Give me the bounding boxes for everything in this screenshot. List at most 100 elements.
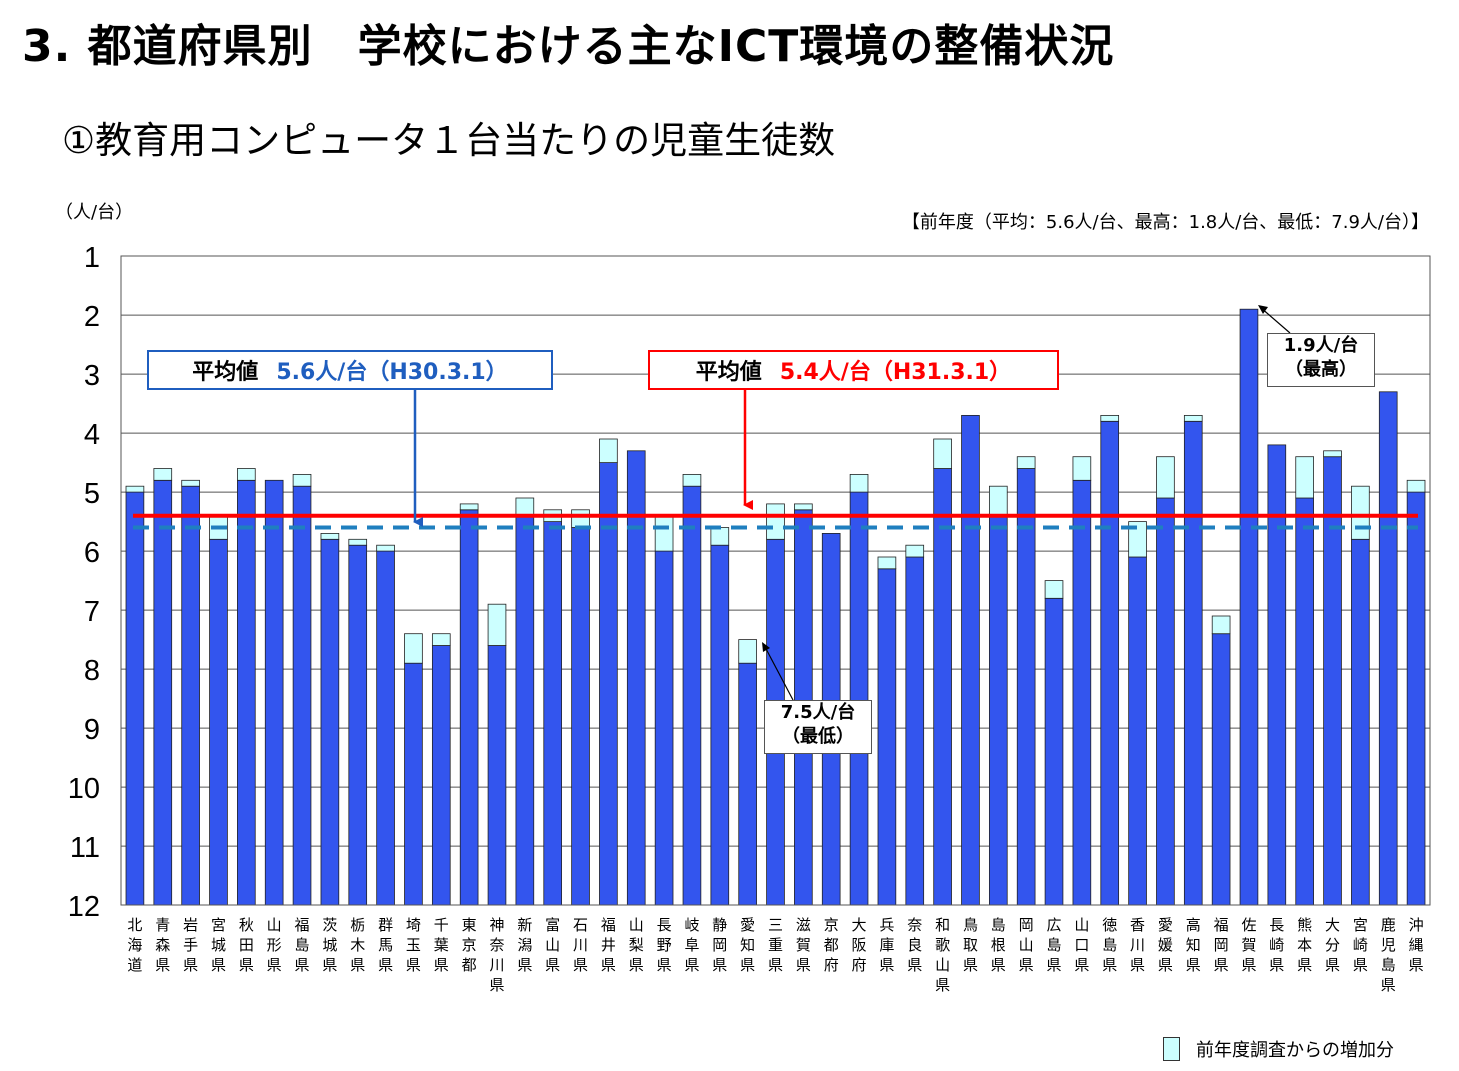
h30-average-label: 平均値 <box>192 360 259 385</box>
x-tick-label: 北海道 <box>127 916 142 974</box>
x-tick-label: 埼玉県 <box>406 916 421 974</box>
x-tick-label: 福島県 <box>295 916 310 974</box>
bar <box>877 568 897 906</box>
bar <box>515 515 535 906</box>
h30-average-callout: 平均値 5.6人/台（H30.3.1） <box>147 350 553 390</box>
bar <box>933 468 952 906</box>
legend-label: 前年度調査からの増加分 <box>1196 1040 1394 1061</box>
bar <box>988 515 1008 906</box>
min-note-arrow <box>763 644 794 701</box>
min-note-arrowhead <box>762 642 770 652</box>
x-tick-label: 兵庫県 <box>879 916 894 974</box>
x-tick-label: 東京都 <box>462 916 477 974</box>
increase-segment <box>1100 414 1120 422</box>
legend: 前年度調査からの増加分 <box>1163 1036 1394 1062</box>
increase-segment <box>1016 456 1036 469</box>
x-tick-label: 奈良県 <box>907 916 922 974</box>
bar <box>710 544 730 906</box>
bar <box>1351 538 1370 906</box>
bar <box>1156 497 1175 906</box>
x-tick-label: 熊本県 <box>1297 916 1312 974</box>
bar <box>626 450 646 906</box>
x-tick-label: 岩手県 <box>183 916 198 974</box>
increase-segment <box>849 473 869 493</box>
bar <box>1323 456 1342 906</box>
bar <box>404 662 423 906</box>
x-tick-label: 和歌山県 <box>935 916 950 994</box>
bar <box>1378 391 1398 906</box>
increase-segment <box>404 633 423 664</box>
min-value-note: 7.5人/台 （最低） <box>764 700 872 754</box>
y-tick-label: 3 <box>84 360 100 392</box>
bar <box>292 485 312 906</box>
bar <box>1044 597 1064 906</box>
x-tick-label: 新潟県 <box>517 916 532 974</box>
x-tick-label: 長野県 <box>657 916 672 974</box>
x-tick-label: 神奈川県 <box>489 916 504 994</box>
bar <box>1100 420 1120 906</box>
increase-segment <box>738 639 757 664</box>
x-tick-label: 山梨県 <box>629 916 644 974</box>
chart-subtitle: ①教育用コンピュータ１台当たりの児童生徒数 <box>62 119 836 162</box>
x-tick-label: 秋田県 <box>239 916 254 974</box>
bar <box>153 479 173 906</box>
x-tick-label: 山形県 <box>267 916 282 974</box>
x-tick-label: 岡山県 <box>1019 916 1034 974</box>
increase-segment <box>1183 414 1203 422</box>
bar <box>682 485 702 906</box>
previous-year-summary: 【前年度（平均：5.6人/台、最高：1.8人/台、最低：7.9人/台）】 <box>901 212 1429 233</box>
x-tick-labels: 北海道青森県岩手県宮城県秋田県山形県福島県茨城県栃木県群馬県埼玉県千葉県東京都神… <box>127 916 1423 994</box>
increase-segment <box>1295 456 1314 499</box>
bar <box>905 556 925 906</box>
x-tick-label: 群馬県 <box>378 916 393 974</box>
x-tick-label: 宮城県 <box>211 916 226 974</box>
h30-average-value: 5.6人/台（H30.3.1） <box>276 360 508 385</box>
y-tick-label: 4 <box>84 419 100 451</box>
y-tick-label: 11 <box>70 832 100 864</box>
bar <box>1183 420 1203 906</box>
bar <box>348 544 368 906</box>
increase-segment <box>682 473 702 487</box>
x-tick-label: 香川県 <box>1130 916 1145 974</box>
increase-segment <box>320 533 340 540</box>
increase-segment <box>1351 485 1370 540</box>
max-value-note: 1.9人/台 （最高） <box>1267 333 1375 387</box>
increase-segment <box>905 544 925 558</box>
x-tick-label: 徳島県 <box>1102 916 1117 974</box>
bar <box>571 527 590 906</box>
bar <box>487 645 507 906</box>
increase-segment <box>125 485 145 493</box>
bar <box>459 509 479 906</box>
increase-segment <box>376 544 395 552</box>
bar <box>125 491 145 906</box>
legend-swatch <box>1163 1037 1180 1061</box>
y-axis-unit-label: （人/台） <box>55 202 134 223</box>
y-tick-label: 10 <box>68 773 100 805</box>
bar <box>1295 497 1314 906</box>
bar <box>237 479 256 906</box>
y-tick-label: 12 <box>68 891 100 923</box>
bar <box>1239 308 1259 906</box>
increase-segment <box>877 556 897 570</box>
increase-segment <box>1211 615 1231 635</box>
increase-segment <box>710 527 730 546</box>
increase-segment <box>1323 450 1342 458</box>
min-note-label: （最低） <box>782 726 854 747</box>
bar <box>1406 491 1426 906</box>
y-tick-label: 6 <box>84 537 100 569</box>
bar <box>264 479 284 906</box>
bar <box>1072 479 1092 906</box>
bar <box>961 414 980 906</box>
x-tick-label: 三重県 <box>768 916 783 974</box>
average-lines <box>133 513 1418 530</box>
x-tick-label: 岐阜県 <box>684 916 699 974</box>
x-tick-label: 京都府 <box>824 916 839 974</box>
x-tick-label: 長崎県 <box>1269 916 1284 974</box>
max-note-arrow <box>1259 306 1291 334</box>
x-tick-label: 富山県 <box>545 916 560 974</box>
x-tick-label: 鹿児島県 <box>1381 916 1396 994</box>
y-tick-label: 5 <box>84 478 100 510</box>
increase-segment <box>431 633 451 646</box>
bar <box>376 550 395 906</box>
